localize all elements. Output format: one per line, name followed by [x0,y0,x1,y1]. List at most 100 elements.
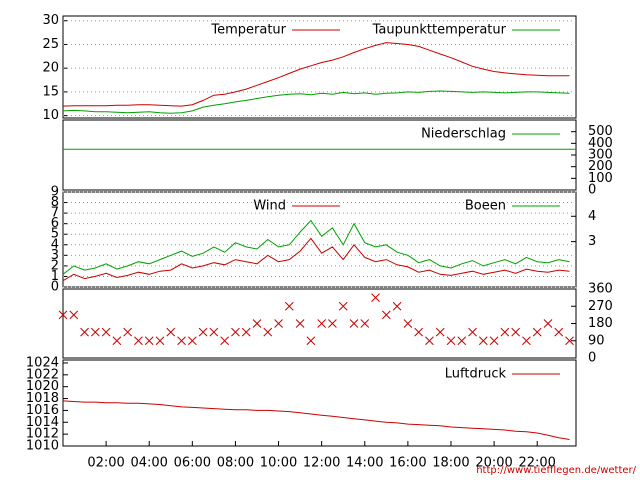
scatter-point [58,310,68,320]
scatter-point [414,327,424,337]
scatter-point [478,336,488,346]
y-tick-label: 1014 [26,415,59,430]
scatter-point [80,327,89,337]
scatter-point [69,310,79,320]
scatter-point [468,327,477,337]
scatter-point [403,319,413,328]
scatter-point [144,336,154,346]
scatter-point [263,327,273,337]
series-line [62,90,570,114]
y-tick-label: 1010 [26,439,59,454]
y-tick-label: 20 [42,61,59,76]
y2-tick-label: 0 [588,183,596,198]
scatter-point [392,301,402,311]
y-tick-label: 4 [51,237,59,252]
y2-tick-label: 90 [588,333,605,348]
scatter-point [522,336,531,346]
series-line [62,400,570,440]
scatter-point [360,319,370,328]
y-tick-label: 10 [42,108,59,123]
scatter-point [543,319,553,328]
y-tick-label: 0 [51,280,59,295]
scatter-point [554,327,564,337]
y-tick-label: 1012 [26,427,59,442]
y-tick-label: 3 [51,248,59,263]
scatter-point [134,336,143,346]
x-tick-label: 08:00 [217,456,254,471]
y-tick-label: 2 [51,258,59,273]
scatter-point [489,336,499,346]
scatter-point [274,319,283,328]
y-tick-label: 9 [51,185,59,200]
y-tick-label: 1024 [26,355,59,370]
y2-tick-label: 100 [588,171,613,186]
scatter-point [155,336,165,346]
scatter-point [328,319,337,328]
scatter-point [209,327,219,337]
scatter-point [112,336,122,346]
y2-tick-label: 270 [588,299,613,314]
y-tick-label: 6 [51,216,59,231]
legend-label: Wind [253,199,286,214]
scatter-point [231,327,240,337]
credit: http://www.tiefflegen.de/wetter/ [476,465,636,476]
x-tick-label: 18:00 [432,456,469,471]
y-tick-label: 15 [42,84,59,99]
y2-tick-label: 0 [588,351,596,366]
scatter-point [371,293,380,302]
y-tick-label: 1 [51,269,59,284]
legend-label: Temperatur [210,23,286,38]
scatter-point [306,336,316,346]
y2-tick-label: 200 [588,159,613,174]
y2-tick-label: 360 [588,282,613,297]
y2-tick-label: 4 [588,209,596,224]
y-tick-label: 1022 [26,367,59,382]
scatter-point [565,336,574,346]
series-line [62,42,570,107]
x-tick-label: 20:00 [475,456,512,471]
legend-label: Niederschlag [421,127,506,142]
y-tick-label: 30 [42,13,59,28]
series-line [62,219,570,275]
panel-frame [62,288,577,359]
x-tick-label: 22:00 [518,456,555,471]
scatter-point [435,327,445,337]
y2-tick-label: 400 [588,136,613,151]
x-tick-label: 02:00 [87,456,124,471]
scatter-point [500,327,510,337]
x-tick-label: 16:00 [389,456,426,471]
y-tick-label: 5 [51,227,59,242]
scatter-point [123,327,133,337]
legend-label: Boeen [465,199,506,214]
y-tick-label: 1018 [26,391,59,406]
x-tick-label: 10:00 [260,456,297,471]
scatter-point [532,327,542,337]
x-tick-label: 12:00 [303,456,340,471]
scatter-point [90,327,100,337]
x-tick-label: 14:00 [346,456,383,471]
scatter-point [317,319,327,328]
y-tick-label: 1016 [26,403,59,418]
y2-tick-label: 180 [588,316,613,331]
y-tick-label: 8 [51,195,59,210]
scatter-point [252,319,262,328]
legend-label: Taupunkttemperatur [372,23,507,38]
scatter-point [446,336,456,346]
scatter-point [187,336,197,346]
scatter-point [457,336,467,346]
y-tick-label: 25 [42,37,59,52]
scatter-point [177,336,186,346]
scatter-point [241,327,251,337]
scatter-point [198,327,208,337]
scatter-point [511,327,521,337]
y-tick-label: 1020 [26,379,59,394]
scatter-point [101,327,111,337]
scatter-point [295,319,305,328]
scatter-point [166,327,176,337]
scatter-point [425,336,434,346]
x-tick-label: 04:00 [130,456,167,471]
series-line [62,237,570,282]
x-tick-label: 06:00 [174,456,211,471]
scatter-point [349,319,359,328]
